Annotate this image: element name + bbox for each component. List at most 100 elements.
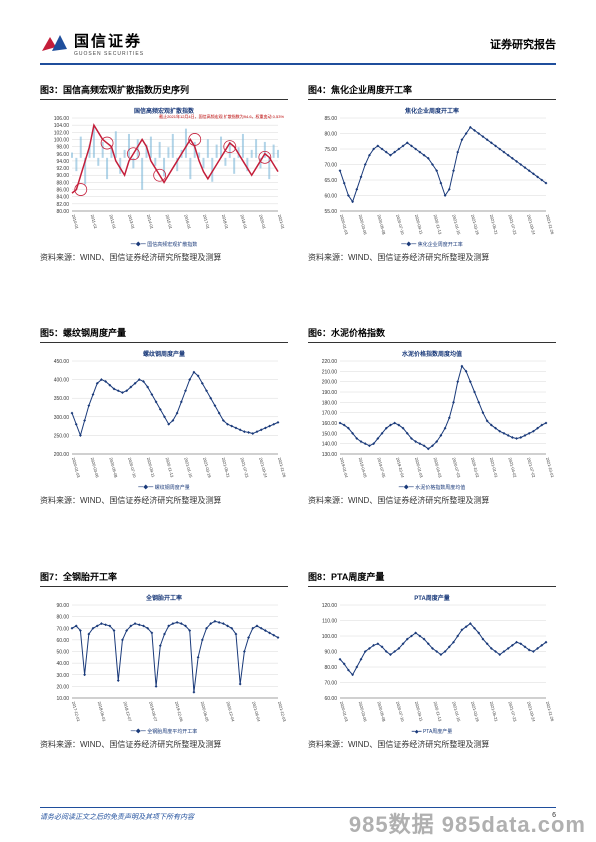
chart-cell-fig7: 图7：全钢胎开工率全钢胎开工率10.0020.0030.0040.0050.00…: [40, 570, 288, 799]
chart-title: 图6：水泥价格指数: [308, 326, 556, 343]
chart-cell-fig8: 图8：PTA周度产量PTA周度产量60.0070.0080.0090.00100…: [308, 570, 556, 799]
svg-text:2020-03-06: 2020-03-06: [358, 701, 368, 723]
svg-text:2020-07-10: 2020-07-10: [127, 457, 137, 479]
svg-text:2021-01-15: 2021-01-15: [451, 701, 461, 723]
svg-text:2017-01: 2017-01: [202, 214, 211, 230]
svg-text:2020-03-06: 2020-03-06: [358, 214, 368, 236]
svg-text:2021-01-15: 2021-01-15: [451, 214, 461, 236]
svg-text:60.00: 60.00: [56, 638, 69, 644]
chart-inner-title: 焦化企业周度开工率: [405, 106, 459, 115]
chart-annotation: 截止2021年12月4日，国信高频宏观 扩散指数为94.6，权重变动 0.53%: [159, 114, 284, 119]
chart-source: 资料来源：WIND、国信证券经济研究所整理及测算: [40, 495, 288, 506]
chart-inner-title: PTA周度产量: [414, 593, 450, 602]
svg-text:86.00: 86.00: [56, 188, 69, 194]
svg-text:70.00: 70.00: [324, 680, 337, 686]
svg-text:2020-11-13: 2020-11-13: [165, 457, 175, 479]
svg-text:80.00: 80.00: [56, 614, 69, 620]
footer-disclaimer: 请务必阅读正文之后的免责声明及其项下所有内容: [40, 812, 194, 822]
svg-text:106.00: 106.00: [54, 116, 70, 122]
svg-text:120.00: 120.00: [322, 603, 338, 609]
svg-text:65.00: 65.00: [324, 178, 337, 184]
svg-text:2020-01-03: 2020-01-03: [339, 701, 349, 723]
chart-svg: 80.0082.0084.0086.0088.0090.0092.0094.00…: [40, 104, 288, 239]
svg-text:200.00: 200.00: [322, 380, 338, 386]
svg-text:2018-01: 2018-01: [221, 214, 230, 230]
svg-text:84.00: 84.00: [56, 195, 69, 201]
svg-text:2020-09-11: 2020-09-11: [146, 457, 156, 479]
svg-text:2020-12-04: 2020-12-04: [226, 701, 236, 723]
logo-icon: [40, 33, 68, 55]
svg-text:2021-11-26: 2021-11-26: [277, 457, 287, 479]
watermark: 985数据 985data.com: [349, 807, 586, 839]
chart-title: 图8：PTA周度产量: [308, 570, 556, 587]
svg-text:2020-05-08: 2020-05-08: [108, 457, 118, 479]
svg-text:2011-01: 2011-01: [90, 214, 99, 230]
svg-text:2020-01-03: 2020-01-03: [71, 457, 81, 479]
svg-text:2020-04-03: 2020-04-03: [433, 457, 443, 479]
company-name-cn: 国信证券: [74, 30, 144, 51]
chart-title: 图5：螺纹钢周度产量: [40, 326, 288, 343]
svg-text:2021-09-24: 2021-09-24: [258, 457, 268, 479]
svg-text:2019-01: 2019-01: [240, 214, 249, 230]
chart-source: 资料来源：WIND、国信证券经济研究所整理及测算: [40, 739, 288, 750]
chart-title: 图4：焦化企业周度开工率: [308, 83, 556, 100]
svg-text:2020-01-03: 2020-01-03: [339, 214, 349, 236]
report-type: 证券研究报告: [490, 36, 556, 52]
svg-text:2021-03-19: 2021-03-19: [470, 214, 480, 236]
svg-text:200.00: 200.00: [54, 452, 70, 458]
svg-text:2019-01-04: 2019-01-04: [339, 457, 349, 479]
svg-text:190.00: 190.00: [322, 390, 338, 396]
svg-text:60.00: 60.00: [324, 696, 337, 702]
svg-text:2020-07-10: 2020-07-10: [395, 701, 405, 723]
svg-text:55.00: 55.00: [324, 209, 337, 215]
svg-text:70.00: 70.00: [56, 626, 69, 632]
svg-text:2014-01: 2014-01: [146, 214, 155, 230]
svg-text:300.00: 300.00: [54, 415, 70, 421]
svg-text:110.00: 110.00: [322, 618, 337, 624]
chart-source: 资料来源：WIND、国信证券经济研究所整理及测算: [308, 739, 556, 750]
svg-text:170.00: 170.00: [322, 411, 338, 417]
svg-text:90.00: 90.00: [56, 173, 69, 179]
svg-text:100.00: 100.00: [322, 634, 338, 640]
svg-text:160.00: 160.00: [322, 421, 338, 427]
company-name-en: GUOSEN SECURITIES: [74, 51, 144, 57]
chart-svg: 200.00250.00300.00350.00400.00450.002020…: [40, 347, 288, 482]
chart-inner-title: 螺纹钢周度产量: [143, 349, 185, 358]
svg-text:2019-04-05: 2019-04-05: [358, 457, 368, 479]
svg-text:2020-11-13: 2020-11-13: [433, 214, 443, 236]
svg-text:75.00: 75.00: [324, 147, 337, 153]
svg-text:2020-09-11: 2020-09-11: [414, 701, 424, 723]
svg-text:85.00: 85.00: [324, 116, 337, 122]
svg-text:2021-04-02: 2021-04-02: [508, 457, 518, 479]
svg-text:2021-07-23: 2021-07-23: [508, 701, 518, 723]
chart-plot-area: 国信高频宏观扩散指数80.0082.0084.0086.0088.0090.00…: [40, 104, 288, 239]
svg-text:140.00: 140.00: [322, 442, 338, 448]
svg-text:2020-05-08: 2020-05-08: [376, 214, 386, 236]
svg-text:80.00: 80.00: [324, 665, 337, 671]
svg-text:80.00: 80.00: [324, 132, 337, 138]
chart-legend: PTA周度产量: [308, 728, 556, 735]
chart-source: 资料来源：WIND、国信证券经济研究所整理及测算: [40, 252, 288, 263]
chart-inner-title: 水泥价格指数周度均值: [402, 349, 462, 358]
svg-text:210.00: 210.00: [322, 370, 338, 376]
svg-text:2021-06-04: 2021-06-04: [251, 701, 261, 723]
chart-cell-fig4: 图4：焦化企业周度开工率焦化企业周度开工率55.0060.0065.0070.0…: [308, 83, 556, 312]
svg-text:40.00: 40.00: [56, 661, 69, 667]
chart-cell-fig6: 图6：水泥价格指数水泥价格指数周度均值130.00140.00150.00160…: [308, 326, 556, 555]
svg-text:50.00: 50.00: [56, 649, 69, 655]
svg-text:2021-07-02: 2021-07-02: [526, 457, 536, 479]
chart-plot-area: 焦化企业周度开工率55.0060.0065.0070.0075.0080.008…: [308, 104, 556, 239]
logo-block: 国信证券 GUOSEN SECURITIES: [40, 30, 144, 57]
svg-text:2020-07-03: 2020-07-03: [451, 457, 461, 479]
svg-text:2021-01-15: 2021-01-15: [183, 457, 193, 479]
svg-text:2021-09-24: 2021-09-24: [526, 214, 536, 236]
svg-text:104.00: 104.00: [54, 123, 70, 129]
svg-text:2017-12-01: 2017-12-01: [71, 701, 81, 723]
svg-text:2021-05-21: 2021-05-21: [489, 701, 499, 723]
svg-text:2020-09-11: 2020-09-11: [414, 214, 424, 236]
svg-text:400.00: 400.00: [54, 378, 70, 384]
svg-text:250.00: 250.00: [54, 434, 70, 440]
chart-legend: 螺纹钢周度产量: [40, 484, 288, 491]
svg-text:2019-07-05: 2019-07-05: [376, 457, 386, 479]
svg-text:2020-11-13: 2020-11-13: [433, 701, 443, 723]
